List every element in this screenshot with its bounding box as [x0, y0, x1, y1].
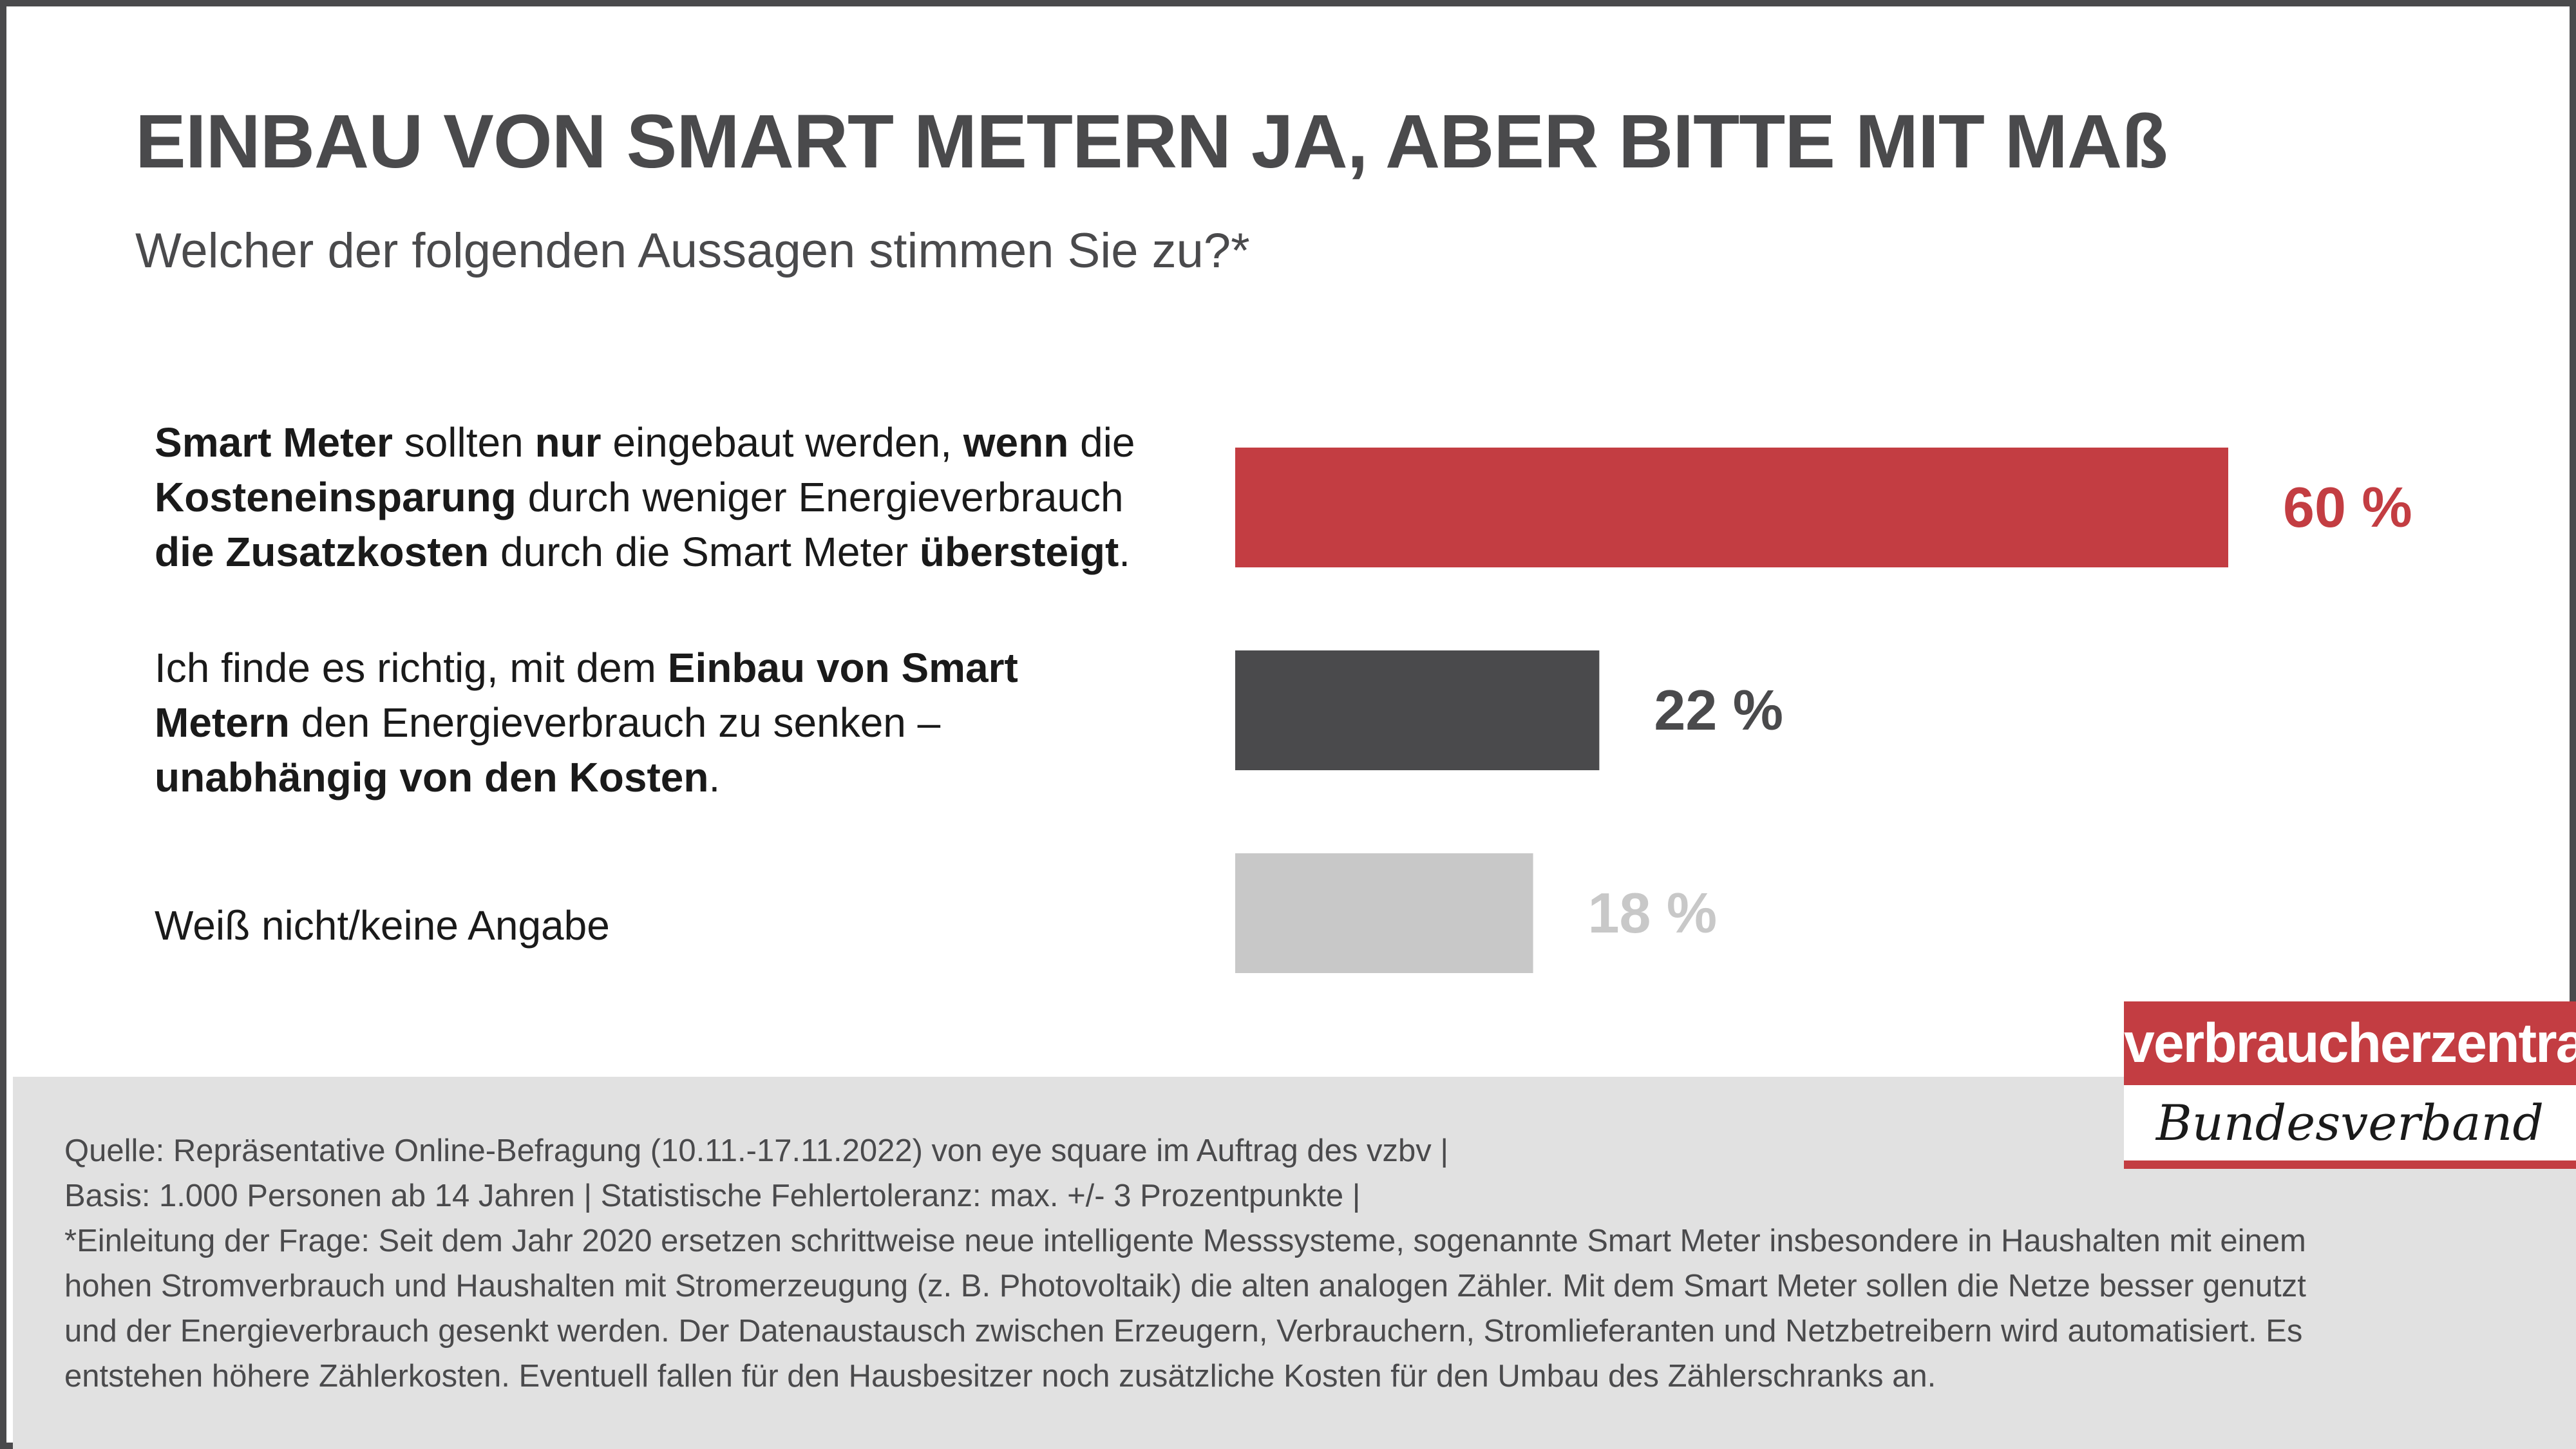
bar	[1235, 650, 1600, 770]
bar-value-label: 60 %	[2283, 475, 2412, 539]
statement-text: Smart Meter	[155, 419, 393, 466]
bar-chart: 60 % 22 % 18 %	[1235, 448, 2412, 973]
source-line: hohen Stromverbrauch und Haushalten mit …	[64, 1269, 2306, 1303]
statement-text: durch weniger Energieverbrauch	[516, 474, 1124, 520]
statement-text: unabhängig von den Kosten	[155, 754, 709, 800]
bar	[1235, 448, 2228, 567]
page-subtitle: Welcher der folgenden Aussagen stimmen S…	[135, 223, 1250, 278]
statement-text: wenn	[963, 419, 1069, 466]
statement-text: durch die Smart Meter	[489, 529, 920, 575]
page-title: EINBAU VON SMART METERN JA, ABER BITTE M…	[135, 99, 2168, 184]
source-line: *Einleitung der Frage: Seit dem Jahr 202…	[64, 1224, 2306, 1258]
statement-text: nur	[535, 419, 601, 466]
source-line: entstehen höhere Zählerkosten. Eventuell…	[64, 1359, 1937, 1394]
statement-text: den Energieverbrauch zu senken –	[289, 699, 941, 746]
bar-value-label: 22 %	[1654, 678, 1783, 742]
statement-label: Weiß nicht/keine Angabe	[155, 898, 1217, 953]
source-line: und der Energieverbrauch gesenkt werden.…	[64, 1314, 2303, 1349]
statement-text: Weiß nicht/keine Angabe	[155, 902, 610, 949]
source-footer: Quelle: Repräsentative Online-Befragung …	[13, 1077, 2576, 1449]
statement-text: .	[1119, 529, 1131, 575]
statement-text: sollten	[392, 419, 535, 466]
statement-text: Metern	[155, 699, 290, 746]
bar-value-label: 18 %	[1588, 881, 1718, 945]
source-line: Quelle: Repräsentative Online-Befragung …	[64, 1133, 1449, 1168]
statement-text: Ich finde es richtig, mit dem	[155, 645, 668, 691]
statement-text: Einbau von Smart	[667, 645, 1018, 691]
statement-text: übersteigt	[919, 529, 1119, 575]
statement-text: Kosteneinsparung	[155, 474, 516, 520]
source-line: Basis: 1.000 Personen ab 14 Jahren | Sta…	[64, 1179, 1361, 1213]
source-note: Quelle: Repräsentative Online-Befragung …	[64, 1128, 2524, 1399]
statement-text: .	[708, 754, 721, 800]
statement-text: die Zusatzkosten	[155, 529, 489, 575]
bar	[1235, 853, 1533, 973]
brand-logo-subline: Bundesverband	[2124, 1085, 2576, 1169]
statement-text: die	[1068, 419, 1135, 466]
statement-label: Smart Meter sollten nur eingebaut werden…	[155, 415, 1217, 580]
brand-logo-wordmark: verbraucherzentrale	[2124, 1001, 2576, 1085]
statement-text: eingebaut werden,	[601, 419, 963, 466]
statement-label: Ich finde es richtig, mit dem Einbau von…	[155, 641, 1217, 805]
